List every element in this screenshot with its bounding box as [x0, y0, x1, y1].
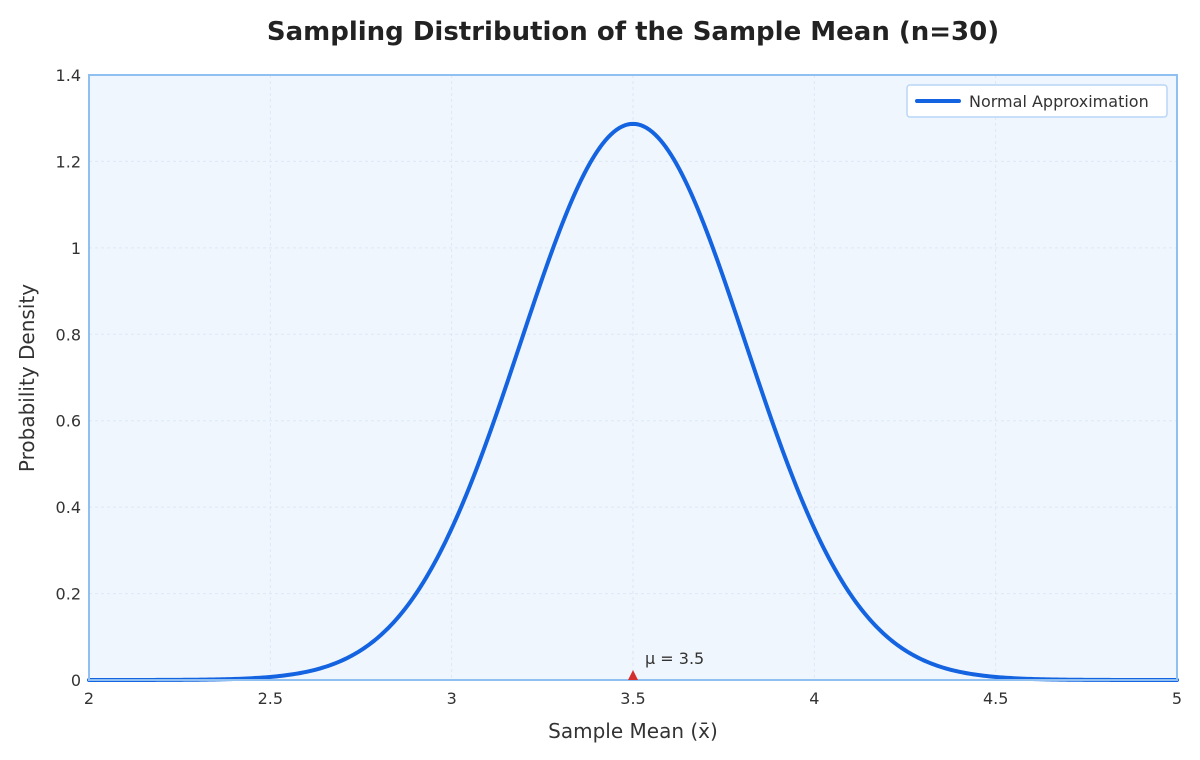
series-layer	[87, 121, 1179, 682]
x-tick-label: 3.5	[620, 689, 645, 708]
x-tick-label: 5	[1172, 689, 1182, 708]
x-tick-label: 4.5	[983, 689, 1008, 708]
legend-label: Normal Approximation	[969, 92, 1149, 111]
y-axis-ticks: 0 0.2 0.4 0.6 0.8 1 1.2 1.4	[56, 66, 81, 690]
y-tick-label: 1.4	[56, 66, 81, 85]
annotations: μ = 3.5	[628, 649, 704, 680]
y-tick-label: 1	[71, 239, 81, 258]
x-tick-label: 2	[84, 689, 94, 708]
x-axis-label: Sample Mean (x̄)	[548, 719, 718, 743]
y-axis-label: Probability Density	[15, 284, 39, 472]
y-tick-label: 0	[71, 671, 81, 690]
series-line-0	[87, 121, 1179, 682]
y-tick-label: 0.2	[56, 585, 81, 604]
y-tick-label: 0.6	[56, 412, 81, 431]
x-tick-label: 2.5	[258, 689, 283, 708]
x-tick-label: 4	[809, 689, 819, 708]
y-tick-label: 0.8	[56, 325, 81, 344]
gridlines	[89, 75, 1177, 680]
legend: Normal Approximation	[906, 84, 1168, 118]
mean-annotation: μ = 3.5	[645, 649, 704, 668]
mean-marker	[628, 670, 638, 680]
y-tick-label: 0.4	[56, 498, 81, 517]
chart-title: Sampling Distribution of the Sample Mean…	[267, 17, 999, 47]
y-tick-label: 1.2	[56, 152, 81, 171]
x-axis-ticks: 2 2.5 3 3.5 4 4.5 5	[84, 689, 1182, 708]
legend-box	[906, 84, 1168, 118]
x-tick-label: 3	[447, 689, 457, 708]
